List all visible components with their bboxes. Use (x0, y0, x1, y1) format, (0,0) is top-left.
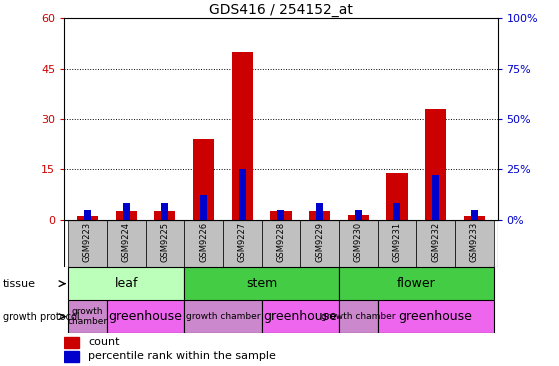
Text: growth chamber: growth chamber (186, 312, 260, 321)
Bar (107, 300, 184, 333)
Text: GSM9231: GSM9231 (392, 222, 401, 262)
Bar (386, 173, 408, 220)
Text: GSM9224: GSM9224 (122, 222, 131, 262)
Bar (200, 195, 207, 220)
Text: greenhouse: greenhouse (399, 310, 472, 323)
Bar (355, 209, 362, 220)
Bar (239, 169, 246, 220)
Bar (64, 351, 79, 362)
Bar (416, 220, 455, 267)
Bar (68, 300, 107, 333)
Bar (162, 203, 168, 220)
Title: GDS416 / 254152_at: GDS416 / 254152_at (209, 3, 353, 17)
Bar (339, 300, 377, 333)
Bar (68, 267, 184, 300)
Bar (309, 211, 330, 220)
Bar (223, 220, 262, 267)
Text: greenhouse: greenhouse (108, 310, 182, 323)
Text: GSM9233: GSM9233 (470, 222, 479, 262)
Text: growth protocol: growth protocol (3, 311, 79, 322)
Bar (262, 300, 339, 333)
Bar (84, 209, 91, 220)
Bar (300, 220, 339, 267)
Bar (455, 220, 494, 267)
Text: stem: stem (246, 277, 277, 290)
Bar (425, 109, 446, 220)
Bar (122, 203, 130, 220)
Bar (107, 220, 145, 267)
Bar (184, 300, 262, 333)
Bar (68, 220, 107, 267)
Text: growth chamber: growth chamber (321, 312, 396, 321)
Bar (394, 203, 400, 220)
Text: GSM9227: GSM9227 (238, 222, 247, 262)
Text: count: count (88, 337, 120, 347)
Bar (184, 267, 339, 300)
Text: percentile rank within the sample: percentile rank within the sample (88, 351, 276, 362)
Bar (64, 337, 79, 348)
Text: leaf: leaf (115, 277, 138, 290)
Bar (463, 216, 485, 220)
Bar (339, 267, 494, 300)
Text: GSM9223: GSM9223 (83, 222, 92, 262)
Bar (339, 220, 377, 267)
Text: GSM9229: GSM9229 (315, 222, 324, 262)
Bar (262, 220, 300, 267)
Bar (348, 214, 369, 220)
Bar (270, 211, 292, 220)
Bar (231, 52, 253, 220)
Bar (377, 220, 416, 267)
Bar (77, 216, 98, 220)
Bar (432, 175, 439, 220)
Bar (154, 211, 176, 220)
Text: GSM9225: GSM9225 (160, 222, 169, 262)
Text: flower: flower (397, 277, 435, 290)
Text: GSM9228: GSM9228 (276, 222, 286, 262)
Bar (471, 209, 478, 220)
Bar (277, 209, 285, 220)
Bar (316, 203, 323, 220)
Text: growth
chamber: growth chamber (68, 307, 107, 326)
Bar (184, 220, 223, 267)
Bar (145, 220, 184, 267)
Text: greenhouse: greenhouse (263, 310, 337, 323)
Bar (377, 300, 494, 333)
Text: tissue: tissue (3, 279, 36, 289)
Text: GSM9226: GSM9226 (199, 222, 208, 262)
Bar (193, 139, 214, 220)
Bar (116, 211, 137, 220)
Text: GSM9230: GSM9230 (354, 222, 363, 262)
Text: GSM9232: GSM9232 (431, 222, 440, 262)
